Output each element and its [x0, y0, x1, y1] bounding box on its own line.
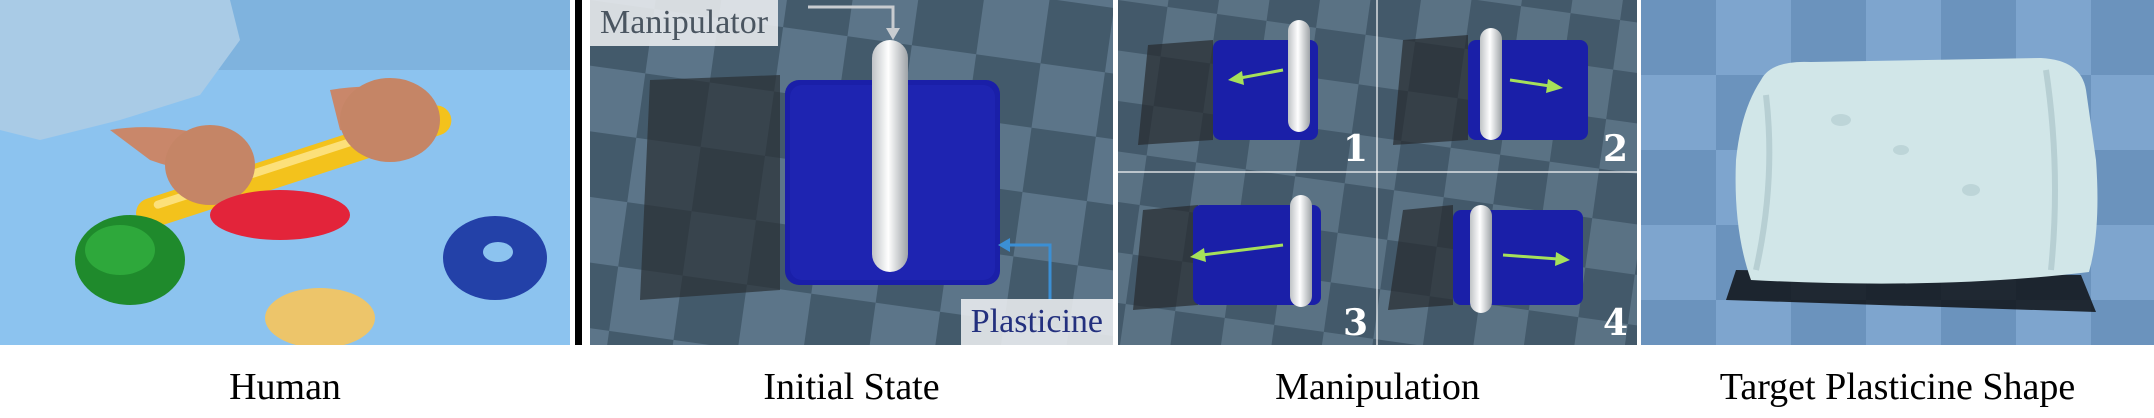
human-photo [0, 0, 570, 345]
caption-human: Human [229, 366, 341, 408]
plasticine-arrow [1008, 243, 1052, 300]
step-1-number: 1 [1343, 128, 1369, 170]
target-shape-panel [1641, 0, 2154, 345]
caption-manipulation: Manipulation [1275, 366, 1480, 408]
target-shape-render [1641, 0, 2154, 345]
step-1-scene [1138, 20, 1318, 145]
step-4-scene [1388, 205, 1583, 313]
initial-state-render [590, 0, 1113, 345]
step-3-scene [1133, 195, 1321, 310]
manipulator-rod [872, 40, 908, 272]
manipulator-label: Manipulator [590, 0, 779, 46]
manipulator-arrow [808, 5, 895, 30]
step-2-number: 2 [1603, 128, 1629, 170]
plasticine-label: Plasticine [960, 299, 1113, 345]
initial-state-panel: Manipulator Plasticine [590, 0, 1113, 345]
step-3-number: 3 [1343, 302, 1369, 344]
caption-target-shape: Target Plasticine Shape [1719, 366, 2076, 408]
caption-initial-state: Initial State [763, 366, 940, 408]
panel-divider [575, 0, 582, 345]
manipulation-panel: 1 2 3 4 [1118, 0, 1637, 345]
human-photo-panel [0, 0, 570, 345]
step-2-scene [1393, 28, 1588, 145]
step-4-number: 4 [1603, 302, 1629, 344]
target-plasticine-sheet [1735, 58, 2098, 284]
manipulation-render [1118, 0, 1637, 345]
